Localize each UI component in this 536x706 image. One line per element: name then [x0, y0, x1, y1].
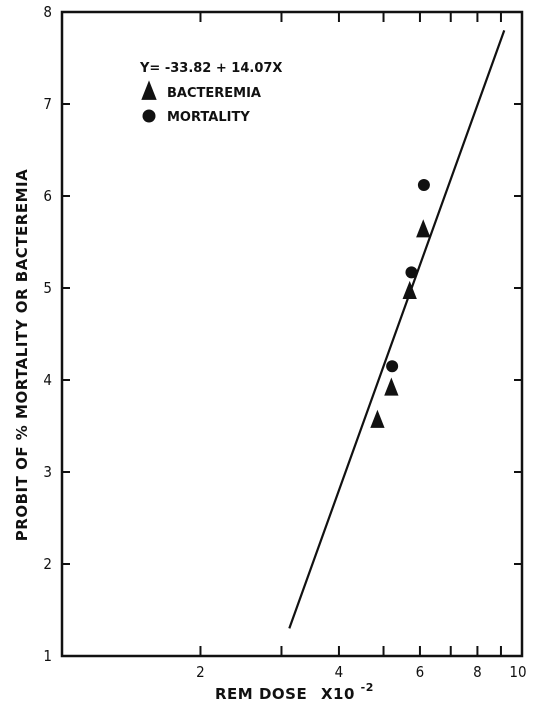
- mortality-point: [386, 360, 399, 373]
- bacteremia-point: [402, 280, 417, 300]
- fit-line: [288, 30, 506, 629]
- x-axis-ticks: 2 4 6 8 10: [196, 12, 527, 681]
- y-tick-label: 6: [43, 187, 52, 205]
- data-markers: [370, 178, 431, 428]
- x-tick-label: 2: [196, 663, 205, 681]
- bacteremia-point: [416, 219, 431, 238]
- x-axis-title-multiplier: X10: [321, 685, 355, 703]
- mortality-point: [405, 266, 418, 279]
- legend-label: MORTALITY: [167, 110, 250, 125]
- mortality-point: [417, 178, 430, 191]
- x-tick-label: 4: [335, 663, 344, 681]
- y-tick-label: 8: [43, 3, 52, 21]
- legend-triangle-icon: [141, 80, 157, 100]
- y-tick-label: 3: [43, 463, 52, 481]
- legend-label: BACTEREMIA: [167, 86, 261, 101]
- x-axis-title: REM DOSE X10 -2: [215, 681, 374, 703]
- x-axis-title-main: REM DOSE: [215, 685, 307, 703]
- bacteremia-point: [370, 409, 385, 428]
- bacteremia-point: [384, 377, 399, 396]
- y-tick-label: 5: [43, 279, 52, 297]
- y-tick-label: 7: [43, 95, 52, 113]
- y-axis-title: PROBIT OF % MORTALITY OR BACTEREMIA: [13, 169, 31, 541]
- x-tick-label: 10: [509, 663, 526, 681]
- y-axis-ticks: 1 2 3 4 5 6 7 8: [43, 3, 522, 665]
- x-axis-title-exponent: -2: [361, 681, 374, 694]
- legend: BACTEREMIA MORTALITY: [141, 80, 261, 125]
- y-tick-label: 1: [43, 647, 52, 665]
- y-tick-label: 4: [43, 371, 52, 389]
- x-tick-label: 6: [416, 663, 425, 681]
- x-tick-label: 8: [473, 663, 482, 681]
- y-tick-label: 2: [43, 555, 52, 573]
- equation-label: Y= -33.82 + 14.07X: [139, 61, 282, 76]
- legend-circle-icon: [142, 109, 156, 123]
- plot-frame: [60, 10, 524, 658]
